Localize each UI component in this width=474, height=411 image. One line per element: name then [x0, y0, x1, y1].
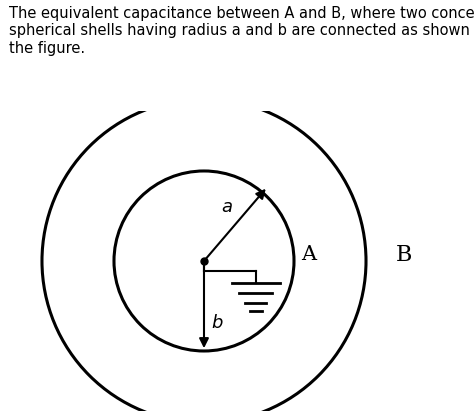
Text: A: A — [301, 245, 316, 265]
Text: b: b — [211, 314, 223, 332]
Text: B: B — [396, 244, 412, 266]
Text: a: a — [221, 198, 232, 216]
Text: The equivalent capacitance between A and B, where two concentric
spherical shell: The equivalent capacitance between A and… — [9, 6, 474, 55]
